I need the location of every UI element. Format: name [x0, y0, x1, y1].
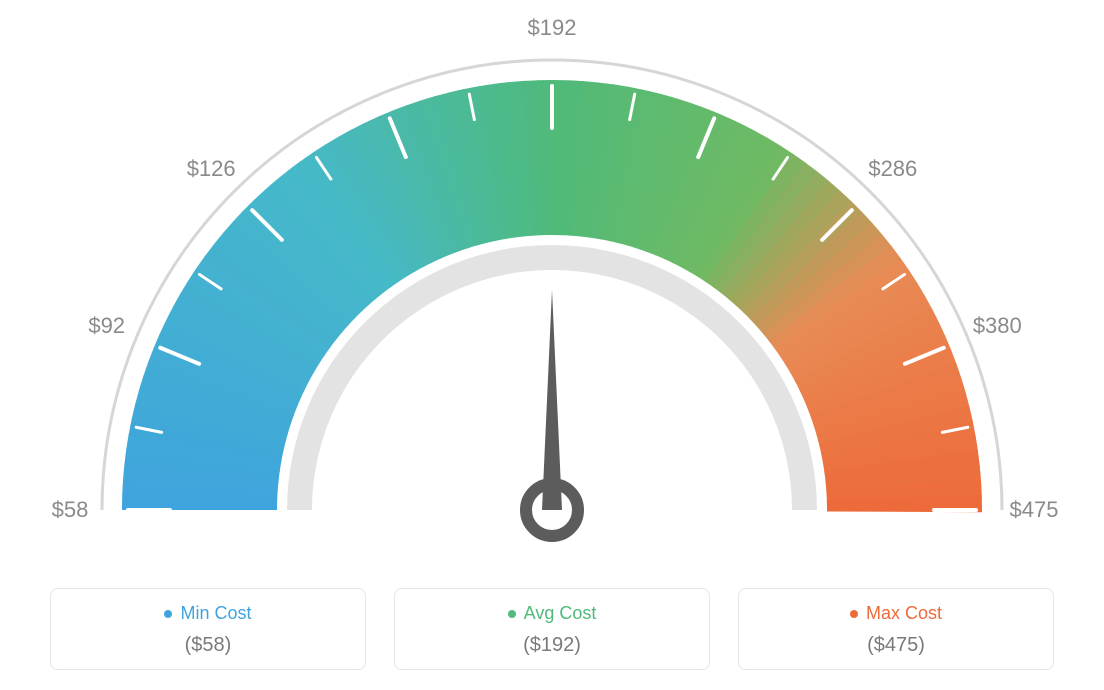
scale-label: $475 — [1010, 497, 1059, 523]
legend-value: ($192) — [405, 634, 699, 657]
legend-label: Avg Cost — [524, 603, 597, 624]
legend-card-max: Max Cost ($475) — [738, 588, 1054, 670]
scale-label: $58 — [52, 497, 89, 523]
scale-label: $126 — [187, 156, 236, 182]
legend-title: Avg Cost — [508, 603, 597, 624]
legend-dot-avg — [508, 610, 516, 618]
legend-card-avg: Avg Cost ($192) — [394, 588, 710, 670]
legend-dot-min — [164, 610, 172, 618]
legend-value: ($58) — [61, 634, 355, 657]
legend-label: Min Cost — [180, 603, 251, 624]
scale-label: $92 — [88, 313, 125, 339]
gauge-svg — [0, 0, 1104, 560]
legend-label: Max Cost — [866, 603, 942, 624]
scale-label: $380 — [973, 313, 1022, 339]
gauge-needle — [542, 290, 562, 510]
gauge-chart: $58 $92 $126 $192 $286 $380 $475 — [0, 0, 1104, 560]
scale-label: $286 — [868, 156, 917, 182]
scale-label: $192 — [528, 15, 577, 41]
legend-card-min: Min Cost ($58) — [50, 588, 366, 670]
legend-title: Max Cost — [850, 603, 942, 624]
legend-row: Min Cost ($58) Avg Cost ($192) Max Cost … — [0, 588, 1104, 670]
legend-title: Min Cost — [164, 603, 251, 624]
legend-dot-max — [850, 610, 858, 618]
legend-value: ($475) — [749, 634, 1043, 657]
